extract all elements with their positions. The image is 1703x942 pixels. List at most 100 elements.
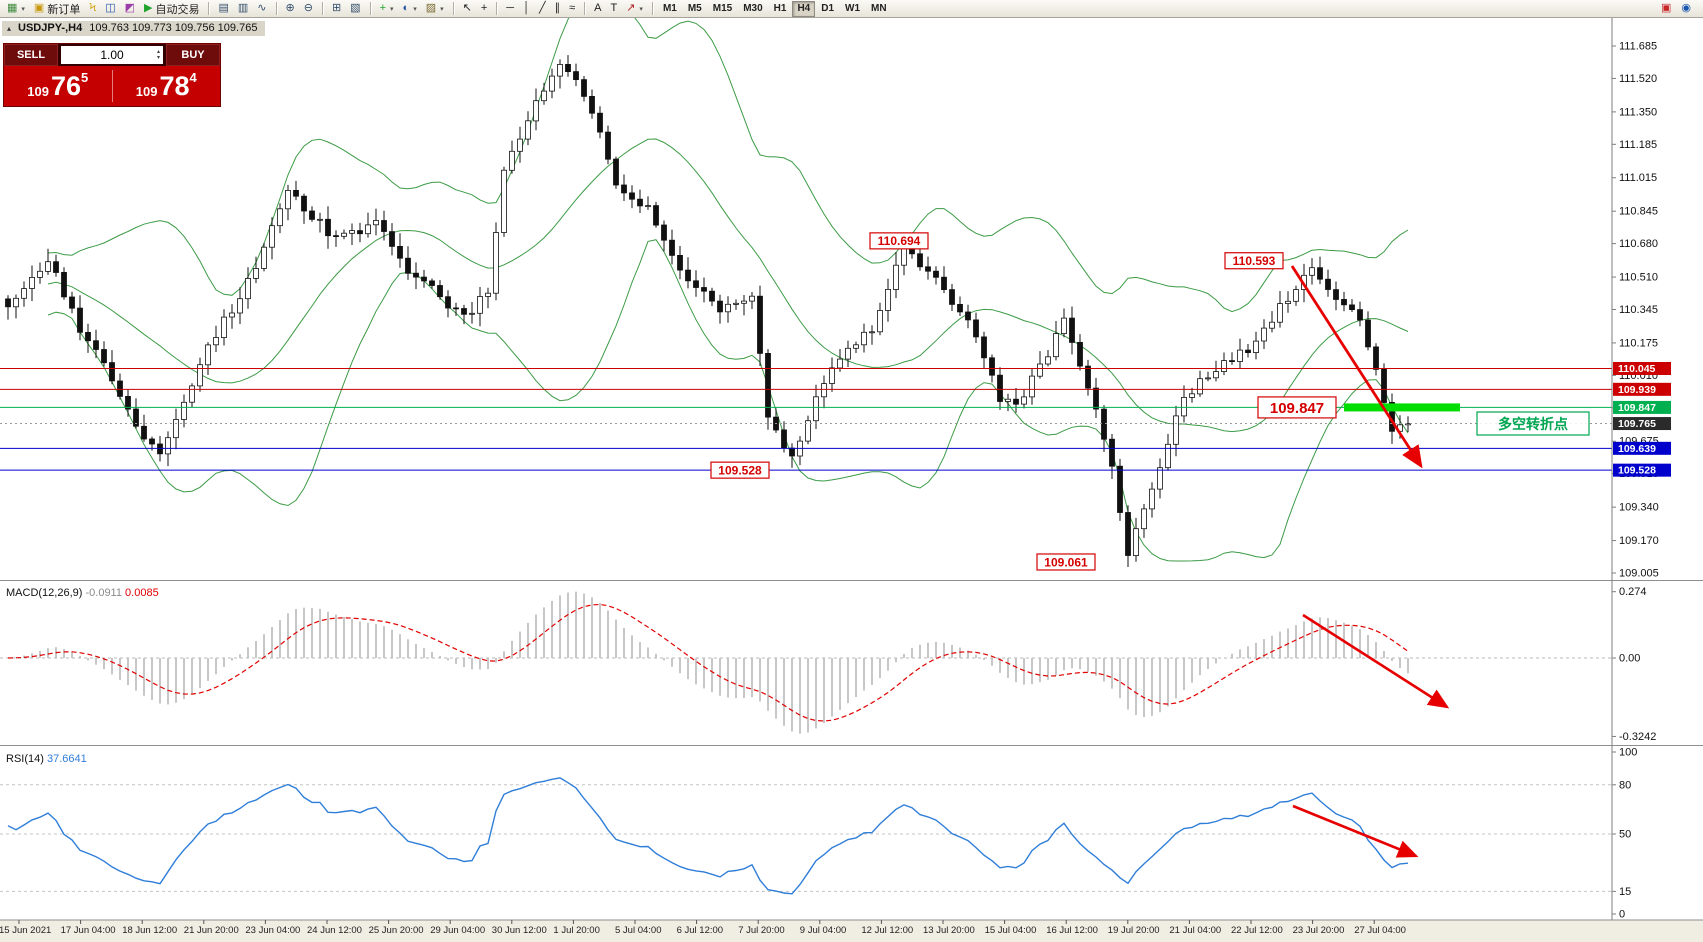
trendline-button[interactable]: ╱ <box>535 1 550 17</box>
buy-button[interactable]: BUY <box>166 44 220 66</box>
macd-signal-line <box>7 603 1409 722</box>
price-tag-109.847: 109.847 <box>1613 400 1671 414</box>
rsi-tick-label: 15 <box>1619 886 1631 898</box>
timeframe-d1-button[interactable]: D1 <box>816 1 839 17</box>
volume-decrease-button[interactable]: ▾ <box>156 55 160 61</box>
periods-button[interactable]: ◐ ▾ <box>399 1 421 17</box>
arrows-button[interactable]: ↗ ▾ <box>622 1 647 17</box>
macd-tick-label: -0.3242 <box>1619 731 1656 743</box>
svg-text:109.765: 109.765 <box>1618 418 1656 430</box>
price-callout-110.694[interactable]: 110.694 <box>869 232 929 250</box>
timeframe-mn-button[interactable]: MN <box>866 1 892 17</box>
price-callout-109.847[interactable]: 109.847 <box>1257 396 1337 419</box>
trendline-icon: ╱ <box>538 2 546 14</box>
cursor-button[interactable]: ↖ <box>459 1 476 17</box>
timeframe-m1-button[interactable]: M1 <box>658 1 682 17</box>
price-tick-label: 109.340 <box>1619 502 1659 514</box>
svg-text:110.593: 110.593 <box>1233 254 1276 268</box>
support-highlight-bar[interactable] <box>1344 403 1460 412</box>
line-chart-button[interactable]: ∿ <box>253 1 270 17</box>
vertical-line-button[interactable]: │ <box>519 1 534 17</box>
dropdown-arrow-icon[interactable]: ▾ <box>390 5 394 13</box>
periods-icon: ◐ <box>402 2 410 14</box>
trade-panel-prices: 109 76 5 109 78 4 <box>4 66 220 106</box>
timeframe-m15-button[interactable]: M15 <box>708 1 737 17</box>
fibonacci-button[interactable]: ≈ <box>565 1 579 17</box>
candlestick-chart-icon: ▥ <box>237 2 249 14</box>
zoom-out-button[interactable]: ⊖ <box>300 1 317 17</box>
indicators-button[interactable]: + ▾ <box>376 1 398 17</box>
chart-window-button[interactable]: ▣ <box>1657 1 1675 17</box>
timeframe-m5-button[interactable]: M5 <box>683 1 707 17</box>
time-axis[interactable] <box>0 920 1703 942</box>
price-tick-label: 110.345 <box>1619 304 1658 316</box>
collapse-icon[interactable]: ▴ <box>7 23 12 33</box>
trade-panel-controls: SELL ▴ ▾ BUY <box>4 44 220 66</box>
candlestick-chart-button[interactable]: ▥ <box>234 1 252 17</box>
trend-arrow-rsi[interactable] <box>1292 804 1419 858</box>
new-chart-button[interactable]: ▦ ▾ <box>3 1 29 17</box>
text-label-icon: T <box>610 2 618 14</box>
crosshair-button[interactable]: + <box>477 1 491 17</box>
help-button[interactable]: ◉ <box>1677 1 1695 17</box>
dropdown-arrow-icon[interactable]: ▾ <box>413 5 417 13</box>
new-order-button[interactable]: ▣ 新订单 <box>30 1 84 17</box>
horizontal-line-icon: ─ <box>506 2 515 14</box>
toolbar-separator <box>208 2 210 15</box>
cascade-windows-icon: ▧ <box>350 2 361 14</box>
text-button[interactable]: A <box>590 1 605 17</box>
time-label: 13 Jul 20:00 <box>923 925 975 936</box>
horizontal-line-button[interactable]: ─ <box>502 1 518 17</box>
sell-price-button[interactable]: 109 76 5 <box>4 66 112 106</box>
price-tick-label: 110.175 <box>1619 337 1658 349</box>
candlestick-series[interactable] <box>5 55 1411 567</box>
chart-canvas[interactable]: 111.685 111.520 111.350 111.185 111.015 110.8… <box>0 18 1703 942</box>
timeframe-h1-button[interactable]: H1 <box>769 1 792 17</box>
dropdown-arrow-icon[interactable]: ▾ <box>21 5 25 13</box>
volume-increase-button[interactable]: ▴ <box>156 49 160 55</box>
symbol-ohlc-quote: 109.763 109.773 109.756 109.765 <box>89 22 258 34</box>
chart-window-icon: ▣ <box>1660 2 1672 14</box>
auto-trading-icon: ▶ <box>144 2 153 14</box>
time-label: 22 Jul 12:00 <box>1231 925 1283 936</box>
text-label-button[interactable]: T <box>606 1 621 17</box>
timeframe-w1-button[interactable]: W1 <box>840 1 865 17</box>
trend-arrow-macd[interactable] <box>1302 613 1450 709</box>
macd-histogram <box>15 591 1409 734</box>
cascade-windows-button[interactable]: ▧ <box>346 1 364 17</box>
price-tick-label: 110.510 <box>1619 272 1658 284</box>
time-label: 9 Jul 04:00 <box>800 925 846 936</box>
expert-advisors-button[interactable]: Ϟ <box>85 1 100 17</box>
templates-button[interactable]: ▨ ▾ <box>422 1 448 17</box>
horizontal-levels[interactable] <box>0 367 1612 471</box>
channel-button[interactable]: ∥ <box>551 1 565 17</box>
bar-chart-button[interactable]: ▤ <box>214 1 232 17</box>
new-chart-icon: ▦ <box>7 2 18 14</box>
auto-trading-button[interactable]: ▶ 自动交易 <box>140 1 203 17</box>
price-callout-109.528[interactable]: 109.528 <box>710 461 770 479</box>
price-callout-110.593[interactable]: 110.593 <box>1224 252 1284 270</box>
volume-input[interactable] <box>67 48 157 62</box>
toolbar-separator <box>369 2 371 15</box>
time-label: 16 Jul 12:00 <box>1046 925 1098 936</box>
time-label: 7 Jul 20:00 <box>738 925 784 936</box>
volume-control: ▴ ▾ <box>61 46 163 64</box>
zoom-in-button[interactable]: ⊕ <box>282 1 299 17</box>
timeframe-h4-button[interactable]: H4 <box>792 0 816 17</box>
annotation-turning-point[interactable]: 多空转折点 <box>1476 411 1590 436</box>
strategy-tester-button[interactable]: ◩ <box>121 1 139 17</box>
timeframe-m30-button[interactable]: M30 <box>738 1 767 17</box>
trend-arrow-main[interactable] <box>1290 265 1423 469</box>
dropdown-arrow-icon[interactable]: ▾ <box>440 5 444 13</box>
buy-price-button[interactable]: 109 78 4 <box>113 66 221 106</box>
rsi-label: RSI(14) 37.6641 <box>6 753 87 765</box>
market-watch-button[interactable]: ◫ <box>101 1 119 17</box>
tile-windows-button[interactable]: ⊞ <box>328 1 345 17</box>
price-tick-label: 110.680 <box>1619 238 1658 250</box>
toolbar-separator <box>321 2 323 15</box>
dropdown-arrow-icon[interactable]: ▾ <box>639 5 643 13</box>
sell-button[interactable]: SELL <box>4 44 58 66</box>
macd-tick-label: 0.274 <box>1619 586 1647 598</box>
price-callout-109.061[interactable]: 109.061 <box>1036 553 1096 571</box>
